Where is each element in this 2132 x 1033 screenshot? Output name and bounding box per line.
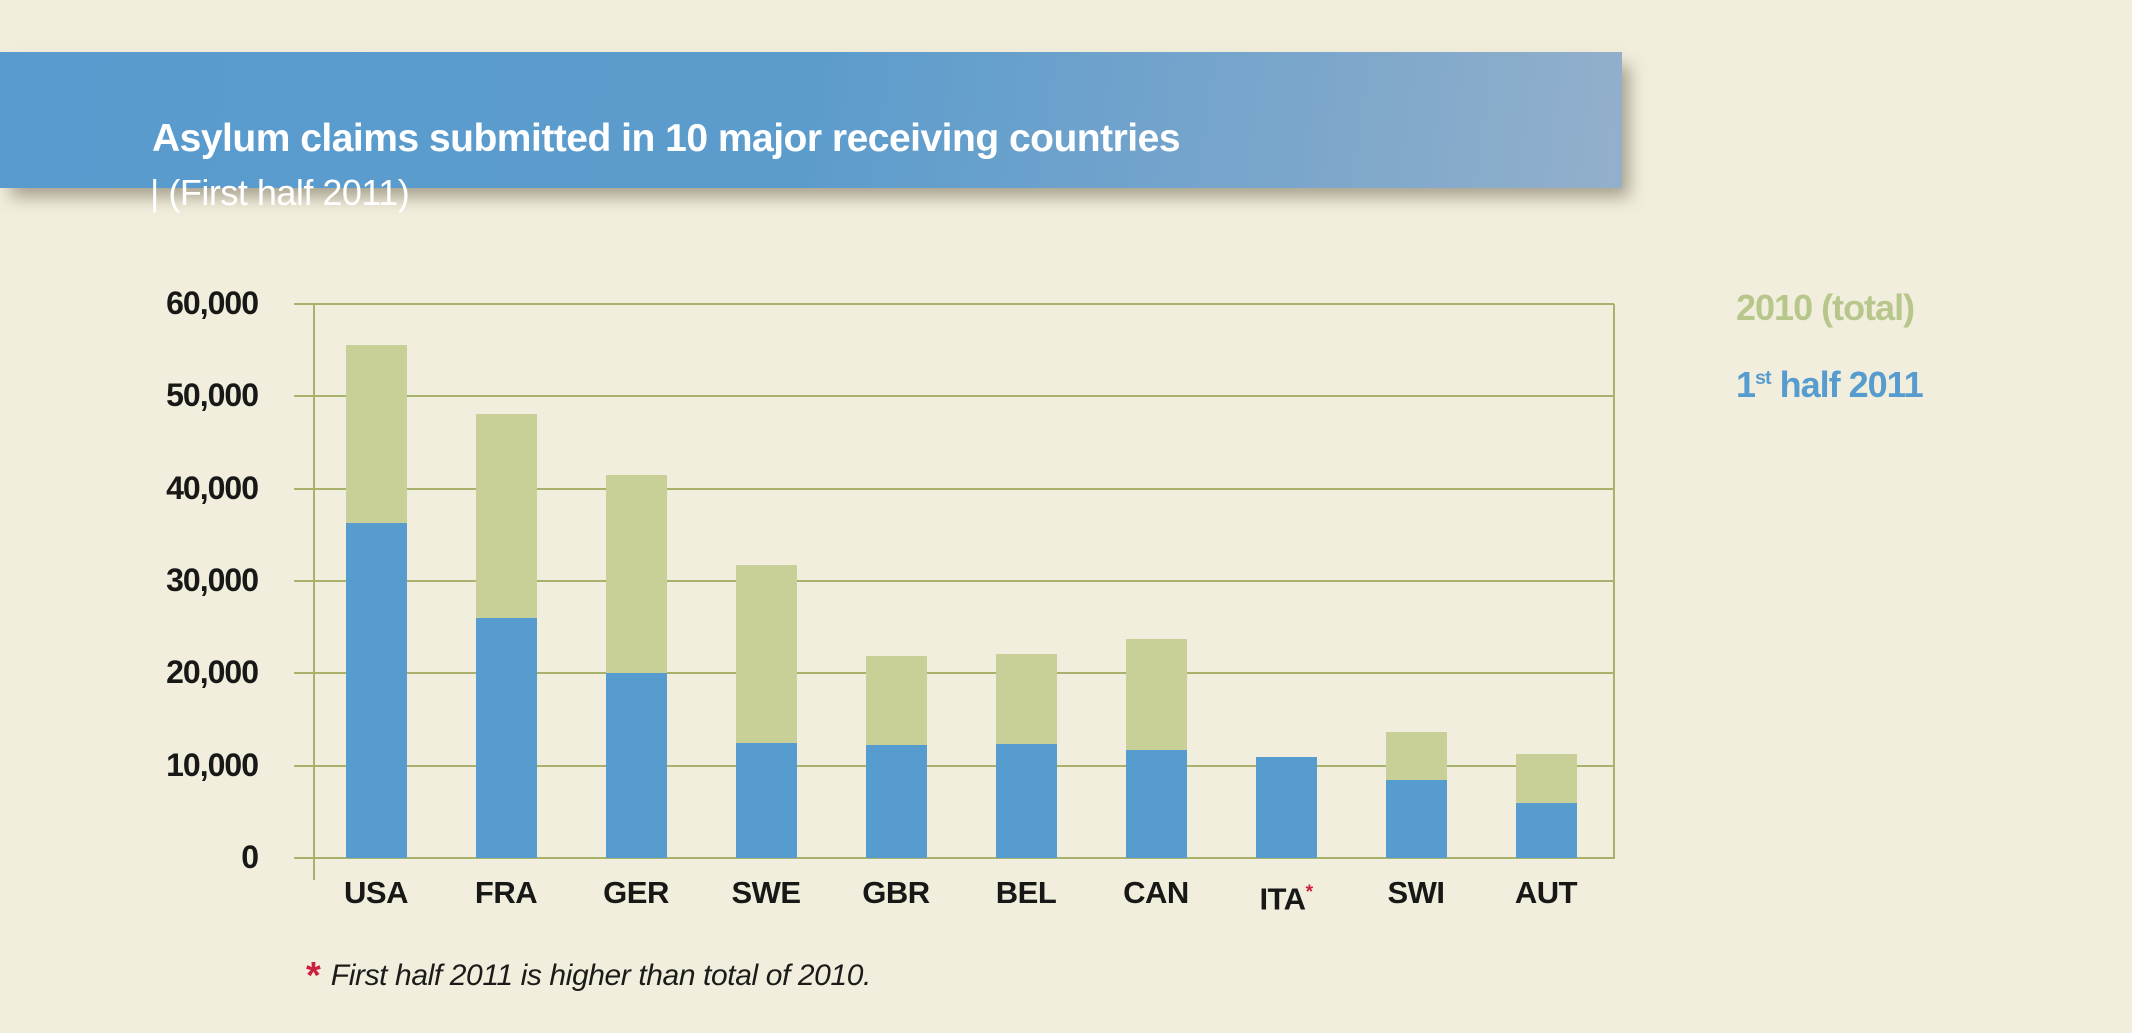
legend-1st-half-2011: 1st half 2011 xyxy=(1736,364,1924,405)
bar-1st-half-2011-SWE xyxy=(735,742,797,858)
bar-1st-half-2011-SWI xyxy=(1385,780,1447,858)
y-axis-tick-label: 50,000 xyxy=(166,377,259,414)
y-axis-tick-label: 10,000 xyxy=(166,746,259,783)
y-axis-tick-label: 40,000 xyxy=(166,469,259,506)
gridline-50000 xyxy=(294,395,1614,398)
bar-1st-half-2011-USA xyxy=(345,522,407,858)
legend-2011-base: 1 xyxy=(1736,364,1756,405)
legend-2011-rest: half 2011 xyxy=(1770,364,1924,405)
legend-2011-superscript: st xyxy=(1755,367,1772,389)
bar-1st-half-2011-BEL xyxy=(995,744,1057,858)
gridline-40000 xyxy=(294,487,1614,490)
gridline-20000 xyxy=(294,672,1614,675)
x-axis-label-AUT: AUT xyxy=(1514,875,1578,910)
gridline-30000 xyxy=(294,580,1614,582)
bar-1st-half-2011-CAN xyxy=(1125,749,1187,858)
y-axis-tick-label: 30,000 xyxy=(166,562,259,598)
y-axis-tick-label: 0 xyxy=(241,839,259,875)
y-axis-tick-label: 60,000 xyxy=(166,285,259,321)
x-axis-label-FRA: FRA xyxy=(474,875,538,910)
bar-1st-half-2011-GBR xyxy=(865,745,927,858)
figure-title: Asylum claims submitted in 10 major rece… xyxy=(152,117,1181,160)
title-banner: Asylum claims submitted in 10 major rece… xyxy=(0,52,1622,212)
plot-right-border xyxy=(1613,304,1615,859)
bar-1st-half-2011-GER xyxy=(605,673,667,858)
gridline-10000 xyxy=(294,764,1614,767)
x-axis-label-ITA: ITA* xyxy=(1259,881,1313,917)
x-axis-label-GER: GER xyxy=(603,875,669,910)
footnote: * First half 2011 is higher than total o… xyxy=(306,953,872,995)
x-axis-label-BEL: BEL xyxy=(995,875,1057,910)
x-axis-label-SWI: SWI xyxy=(1387,875,1445,910)
ita-asterisk: * xyxy=(1305,882,1313,903)
legend-2010-total: 2010 (total) xyxy=(1736,287,1915,328)
footnote-asterisk: * xyxy=(306,955,321,997)
x-axis-label-GBR: GBR xyxy=(862,875,930,910)
x-axis-label-USA: USA xyxy=(344,875,408,910)
y-axis-line xyxy=(313,304,315,880)
x-axis-label-SWE: SWE xyxy=(731,875,801,910)
y-axis-tick-label: 20,000 xyxy=(166,654,259,691)
x-axis-label-CAN: CAN xyxy=(1123,875,1189,910)
bar-1st-half-2011-ITA xyxy=(1255,757,1317,858)
figure-subtitle: | (First half 2011) xyxy=(150,172,410,213)
bar-1st-half-2011-AUT xyxy=(1515,802,1577,858)
bar-1st-half-2011-FRA xyxy=(475,617,537,858)
footnote-text: First half 2011 is higher than total of … xyxy=(330,959,872,992)
gridline-0 xyxy=(294,857,1614,859)
gridline-60000 xyxy=(294,303,1614,305)
